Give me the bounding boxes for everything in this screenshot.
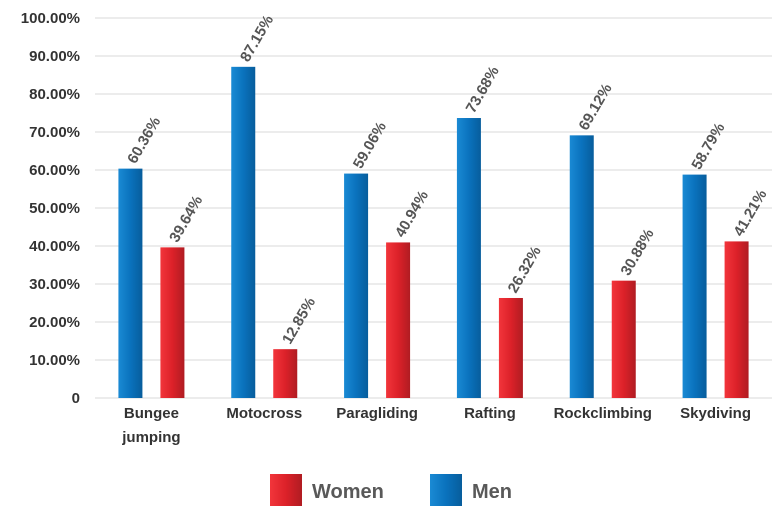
data-label-women: 26.32%: [505, 243, 545, 296]
y-tick-label: 20.00%: [29, 314, 80, 331]
bar-women: [160, 247, 185, 398]
x-axis: Bungee jumping Motocross Paragliding Rafting…: [121, 405, 751, 446]
y-tick-label: 80.00%: [29, 86, 80, 103]
data-label-women: 39.64%: [166, 193, 206, 246]
bar-men: [456, 118, 481, 399]
bars: [118, 66, 749, 399]
bar-men: [344, 173, 369, 398]
bar-men: [682, 174, 707, 398]
bar-men: [569, 135, 594, 398]
bar-women: [611, 280, 636, 398]
gridlines: [95, 17, 772, 399]
y-tick-label: 10.00%: [29, 352, 80, 369]
legend-label-men: Men: [472, 481, 512, 503]
data-label-men: 73.68%: [463, 63, 503, 116]
data-label-women: 40.94%: [392, 188, 432, 241]
data-label-men: 60.36%: [124, 114, 164, 167]
y-axis: 0 10.00% 20.00% 30.00% 40.00% 50.00% 60.00% 70.…: [21, 10, 80, 407]
category-label: jumping: [121, 429, 180, 446]
y-tick-label: 0: [72, 390, 80, 407]
data-label-men: 87.15%: [237, 12, 277, 65]
data-label-women: 12.85%: [279, 295, 319, 348]
category-label: Rockclimbing: [554, 405, 652, 422]
bar-men: [231, 66, 256, 398]
y-tick-label: 30.00%: [29, 276, 80, 293]
legend: Women Men: [270, 474, 512, 506]
legend-label-women: Women: [312, 481, 384, 503]
category-label: Skydiving: [680, 405, 751, 422]
data-label-men: 59.06%: [350, 119, 390, 172]
category-label: Bungee: [124, 405, 179, 422]
bar-women: [724, 241, 749, 398]
y-tick-label: 60.00%: [29, 162, 80, 179]
y-tick-label: 100.00%: [21, 10, 80, 27]
y-tick-label: 70.00%: [29, 124, 80, 141]
legend-swatch-women: [270, 474, 302, 506]
bar-men: [118, 168, 143, 398]
data-label-women: 41.21%: [730, 187, 770, 240]
y-tick-label: 90.00%: [29, 48, 80, 65]
bar-women: [498, 297, 523, 398]
data-label-women: 30.88%: [617, 226, 657, 279]
y-tick-label: 50.00%: [29, 200, 80, 217]
data-label-men: 58.79%: [688, 120, 728, 173]
category-label: Rafting: [464, 405, 516, 422]
category-label: Paragliding: [336, 405, 418, 422]
legend-swatch-men: [430, 474, 462, 506]
category-label: Motocross: [226, 405, 302, 422]
bar-women: [273, 349, 298, 398]
data-labels: 60.36%39.64% 87.15% 12.85% 59.06%40.94% 73.6…: [124, 12, 770, 347]
y-tick-label: 40.00%: [29, 238, 80, 255]
data-label-men: 69.12%: [575, 81, 615, 134]
bar-women: [386, 242, 411, 398]
